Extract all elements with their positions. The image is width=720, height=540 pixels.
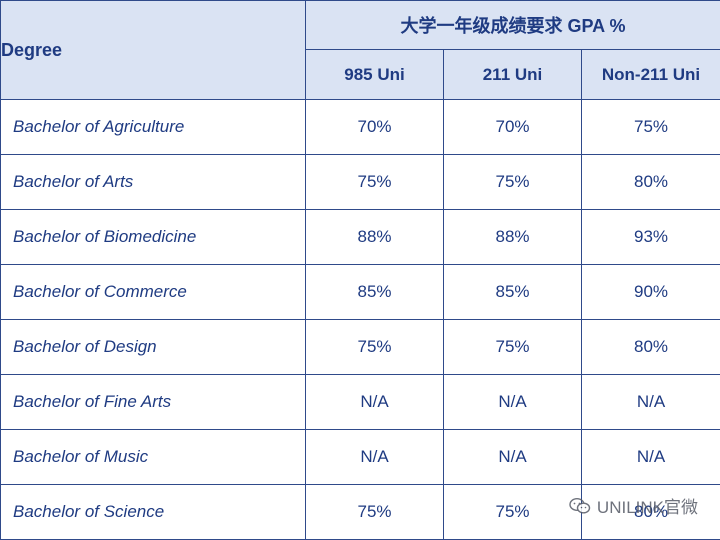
gpa-211-cell: N/A (443, 429, 582, 485)
table-row: Bachelor of Music N/A N/A N/A (0, 429, 720, 485)
gpa-211-cell: 75% (443, 484, 582, 540)
degree-name: Bachelor of Biomedicine (0, 209, 306, 265)
gpa-non-211-cell: 93% (580, 209, 720, 265)
gpa-985-cell: 75% (305, 484, 444, 540)
gpa-non-211-cell: 80% (580, 319, 720, 375)
table-row: Bachelor of Fine Arts N/A N/A N/A (0, 374, 720, 430)
gpa-985-cell: 88% (305, 209, 444, 265)
wechat-icon (569, 497, 591, 514)
degree-name: Bachelor of Fine Arts (0, 374, 306, 430)
gpa-211-cell: 75% (443, 154, 582, 210)
gpa-985-cell: N/A (305, 429, 444, 485)
degree-name: Bachelor of Science (0, 484, 306, 540)
gpa-211-cell: 88% (443, 209, 582, 265)
gpa-985-cell: 70% (305, 99, 444, 155)
watermark-text: UNILINK官微 (596, 498, 698, 517)
degree-column-header: Degree (0, 0, 306, 100)
table-row: Bachelor of Commerce 85% 85% 90% (0, 264, 720, 320)
column-header-985: 985 Uni (305, 49, 444, 100)
column-header-211: 211 Uni (443, 49, 582, 100)
gpa-985-cell: N/A (305, 374, 444, 430)
gpa-non-211-cell: 90% (580, 264, 720, 320)
gpa-non-211-cell: 80% (580, 484, 720, 540)
gpa-985-cell: 75% (305, 154, 444, 210)
watermark: UNILINK官微 (569, 493, 698, 518)
table-row: Bachelor of Design 75% 75% 80% (0, 319, 720, 375)
table-row: Bachelor of Biomedicine 88% 88% 93% (0, 209, 720, 265)
table-row: Bachelor of Agriculture 70% 70% 75% (0, 99, 720, 155)
gpa-non-211-cell: 80% (580, 154, 720, 210)
gpa-non-211-cell: N/A (580, 374, 720, 430)
degree-name: Bachelor of Commerce (0, 264, 306, 320)
gpa-211-cell: 75% (443, 319, 582, 375)
table-row: Bachelor of Arts 75% 75% 80% (0, 154, 720, 210)
gpa-requirement-header: 大学一年级成绩要求 GPA % (304, 0, 720, 50)
degree-name: Bachelor of Agriculture (0, 99, 306, 155)
gpa-985-cell: 75% (305, 319, 444, 375)
gpa-211-cell: 70% (443, 99, 582, 155)
gpa-211-cell: N/A (443, 374, 582, 430)
degree-name: Bachelor of Music (0, 429, 306, 485)
gpa-non-211-cell: 75% (580, 99, 720, 155)
gpa-non-211-cell: N/A (580, 429, 720, 485)
table-row: Bachelor of Science 75% 75% 80% (0, 484, 720, 540)
gpa-985-cell: 85% (305, 264, 444, 320)
degree-name: Bachelor of Design (0, 319, 306, 375)
column-header-non-211: Non-211 Uni (580, 49, 720, 100)
gpa-211-cell: 85% (443, 264, 582, 320)
degree-name: Bachelor of Arts (0, 154, 306, 210)
